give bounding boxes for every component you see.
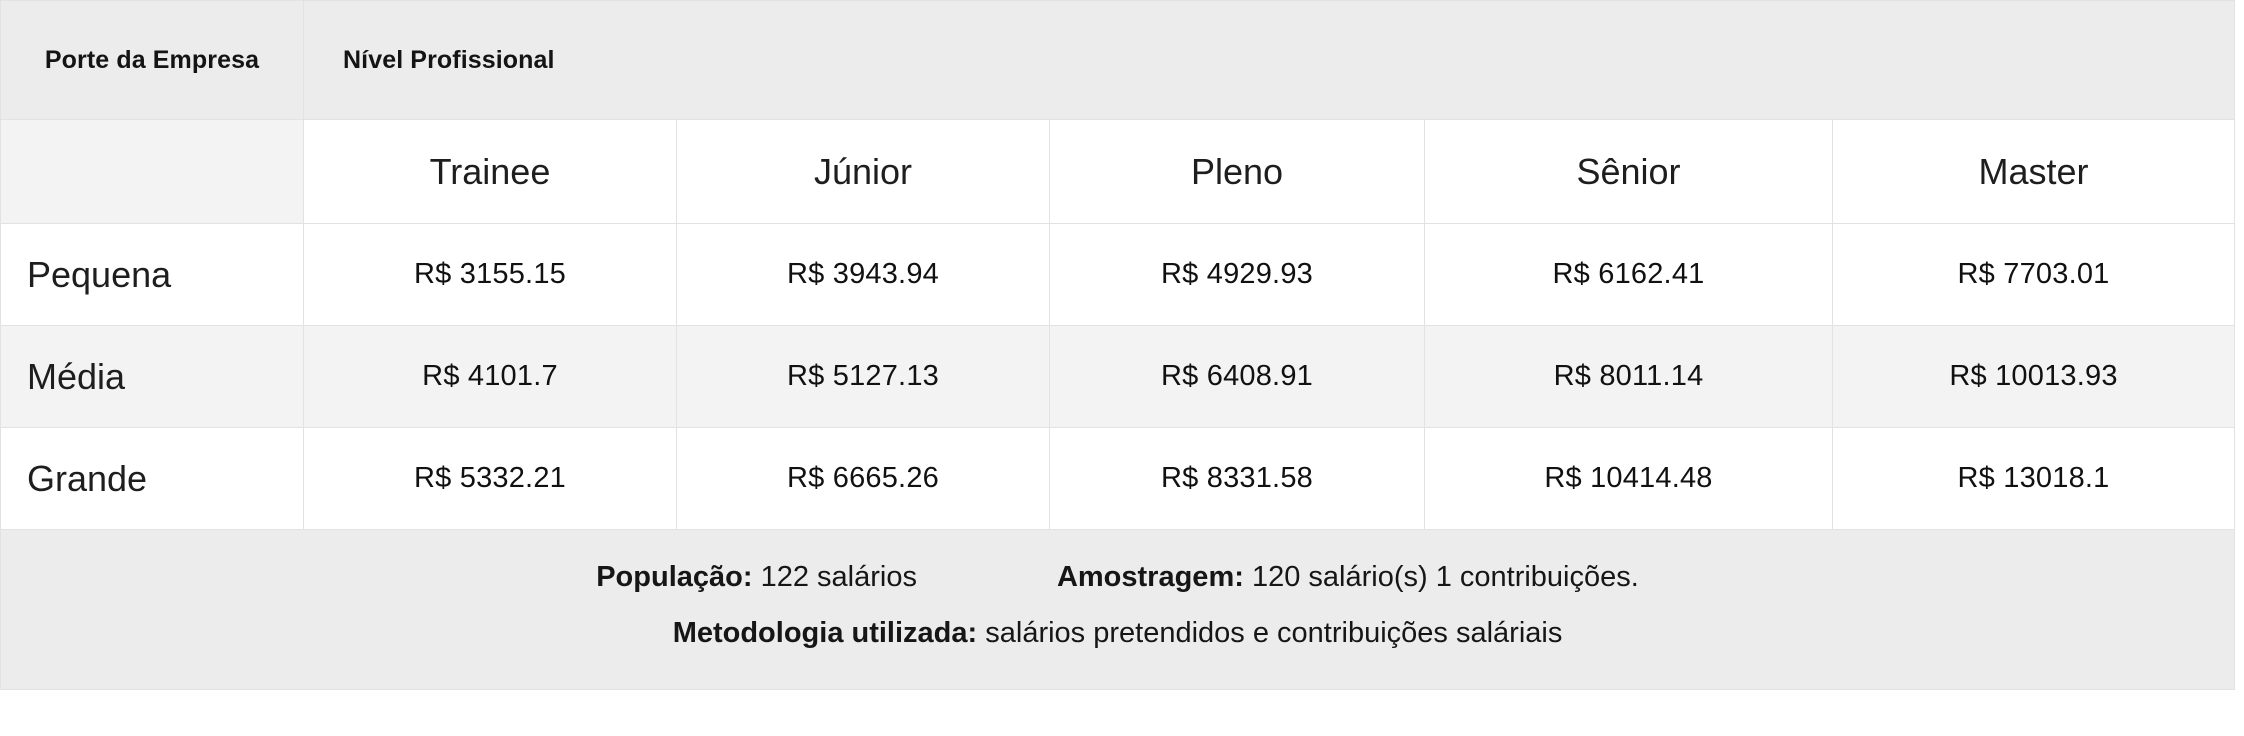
table-foot: População: 122 salários Amostragem: 120 s… — [0, 529, 2236, 690]
cell-grande-junior: R$ 6665.26 — [676, 427, 1050, 530]
cell-media-trainee: R$ 4101.7 — [303, 325, 677, 428]
table-body: Pequena R$ 3155.15 R$ 3943.94 R$ 4929.93… — [0, 223, 2236, 530]
row-label-media: Média — [0, 325, 304, 428]
cell-media-pleno: R$ 6408.91 — [1049, 325, 1425, 428]
header-band-row: Porte da Empresa Nível Profissional — [0, 0, 2236, 120]
footer-amostragem: Amostragem: 120 salário(s) 1 contribuiçõ… — [1057, 556, 1639, 598]
level-header-trainee: Trainee — [303, 119, 677, 224]
footer-cell: População: 122 salários Amostragem: 120 s… — [0, 529, 2236, 690]
header-porte-da-empresa: Porte da Empresa — [0, 0, 304, 120]
cell-pequena-master: R$ 7703.01 — [1831, 223, 2236, 326]
header-nivel-profissional: Nível Profissional — [302, 0, 2236, 120]
footer-amostragem-label: Amostragem: — [1056, 561, 1244, 593]
row-label-grande: Grande — [0, 427, 304, 530]
cell-grande-master: R$ 13018.1 — [1831, 427, 2236, 530]
cell-grande-senior: R$ 10414.48 — [1424, 427, 1833, 530]
cell-pequena-trainee: R$ 3155.15 — [303, 223, 677, 326]
level-header-junior: Júnior — [676, 119, 1050, 224]
level-header-senior: Sênior — [1424, 119, 1833, 224]
cell-pequena-senior: R$ 6162.41 — [1424, 223, 1833, 326]
cell-grande-trainee: R$ 5332.21 — [303, 427, 677, 530]
footer-line-methodology: Metodologia utilizada: salários pretendi… — [21, 612, 2214, 654]
cell-media-master: R$ 10013.93 — [1831, 325, 2236, 428]
footer-populacao-value: 122 salários — [760, 561, 917, 593]
table-row: Pequena R$ 3155.15 R$ 3943.94 R$ 4929.93… — [0, 223, 2236, 326]
salary-table: Porte da Empresa Nível Profissional Trai… — [0, 0, 2236, 690]
footer-populacao-label: População: — [596, 561, 753, 593]
row-label-pequena: Pequena — [0, 223, 304, 326]
cell-media-senior: R$ 8011.14 — [1424, 325, 1833, 428]
level-header-master: Master — [1831, 119, 2236, 224]
footer-row: População: 122 salários Amostragem: 120 s… — [0, 529, 2236, 690]
level-header-row: Trainee Júnior Pleno Sênior Master — [0, 119, 2236, 224]
cell-grande-pleno: R$ 8331.58 — [1049, 427, 1425, 530]
cell-pequena-pleno: R$ 4929.93 — [1049, 223, 1425, 326]
table-row: Média R$ 4101.7 R$ 5127.13 R$ 6408.91 R$… — [0, 325, 2236, 428]
footer-populacao: População: 122 salários — [596, 556, 917, 598]
footer-metodologia-label: Metodologia utilizada: — [672, 617, 978, 650]
cell-pequena-junior: R$ 3943.94 — [676, 223, 1050, 326]
footer-line-stats: População: 122 salários Amostragem: 120 s… — [21, 556, 2214, 598]
footer-amostragem-value: 120 salário(s) 1 contribuições. — [1251, 561, 1639, 593]
table-row: Grande R$ 5332.21 R$ 6665.26 R$ 8331.58 … — [0, 427, 2236, 530]
level-header-pleno: Pleno — [1049, 119, 1425, 224]
table-head: Porte da Empresa Nível Profissional Trai… — [0, 0, 2236, 224]
footer-metodologia-value: salários pretendidos e contribuições sal… — [985, 617, 1563, 650]
level-header-corner-cell — [0, 119, 304, 224]
cell-media-junior: R$ 5127.13 — [676, 325, 1050, 428]
